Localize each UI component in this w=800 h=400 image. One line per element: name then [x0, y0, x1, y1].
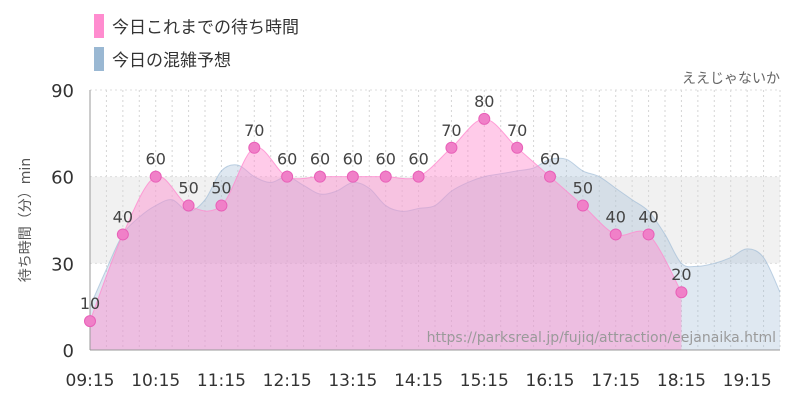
x-tick-label: 12:15 [263, 371, 312, 391]
y-tick-label: 0 [63, 341, 74, 362]
data-label: 40 [638, 207, 658, 226]
watermark-url: https://parksreal.jp/fujiq/attraction/ee… [427, 330, 776, 346]
data-label: 10 [80, 294, 100, 313]
data-point [248, 141, 261, 154]
legend-swatch-forecast [94, 47, 104, 71]
data-label: 50 [573, 179, 593, 198]
data-label: 60 [277, 150, 297, 169]
data-label: 60 [343, 150, 363, 169]
x-tick-label: 19:15 [723, 371, 772, 391]
data-label: 70 [507, 121, 527, 140]
data-point [445, 141, 458, 154]
data-label: 60 [408, 150, 428, 169]
data-point [675, 286, 688, 299]
x-tick-label: 18:15 [657, 371, 706, 391]
data-label: 70 [244, 121, 264, 140]
data-label: 40 [113, 207, 133, 226]
data-point [412, 170, 425, 183]
data-label: 60 [376, 150, 396, 169]
data-point [642, 228, 655, 241]
data-label: 50 [178, 179, 198, 198]
data-label: 40 [606, 207, 626, 226]
x-tick-label: 15:15 [460, 371, 509, 391]
x-tick-label: 16:15 [526, 371, 575, 391]
data-label: 70 [441, 121, 461, 140]
forecast-area [90, 158, 780, 350]
x-tick-label: 11:15 [197, 371, 246, 391]
data-label: 60 [146, 150, 166, 169]
data-point [116, 228, 129, 241]
plot-area: 0 30 60 90 09:15 10:15 11:15 12:15 13:15 14:15 15:… [51, 81, 781, 391]
data-point [182, 199, 195, 212]
legend-label-forecast: 今日の混雑予想 [112, 51, 231, 71]
data-label: 20 [671, 265, 691, 284]
x-tick-label: 14:15 [394, 371, 443, 391]
ride-name: ええじゃないか [682, 71, 780, 87]
y-axis-label: 待ち時間（分）min [18, 158, 34, 282]
y-tick-label: 90 [51, 81, 74, 102]
data-point [511, 141, 524, 154]
actual-area [90, 118, 682, 350]
data-point [544, 170, 556, 183]
legend-label-actual: 今日これまでの待ち時間 [112, 18, 299, 38]
y-tick-label: 30 [51, 254, 74, 275]
data-point [576, 199, 589, 212]
data-point [609, 228, 622, 241]
x-tick-label: 13:15 [328, 371, 377, 391]
data-label: 50 [211, 179, 231, 198]
data-point [215, 199, 228, 212]
forecast-line [89, 157, 781, 307]
data-point [478, 112, 491, 125]
x-tick-label: 17:15 [591, 371, 640, 391]
x-tick-label: 09:15 [66, 371, 115, 391]
data-label: 80 [474, 92, 494, 111]
data-point [379, 170, 392, 183]
data-label: 60 [540, 150, 560, 169]
x-tick-label: 10:15 [131, 371, 180, 391]
data-label: 60 [310, 150, 330, 169]
legend-swatch-actual [94, 14, 104, 38]
data-point [281, 170, 294, 183]
data-point [149, 170, 162, 183]
data-point [84, 315, 96, 328]
data-point [314, 170, 326, 183]
grid-band [90, 90, 780, 177]
data-point [346, 170, 359, 183]
y-tick-label: 60 [51, 168, 74, 189]
